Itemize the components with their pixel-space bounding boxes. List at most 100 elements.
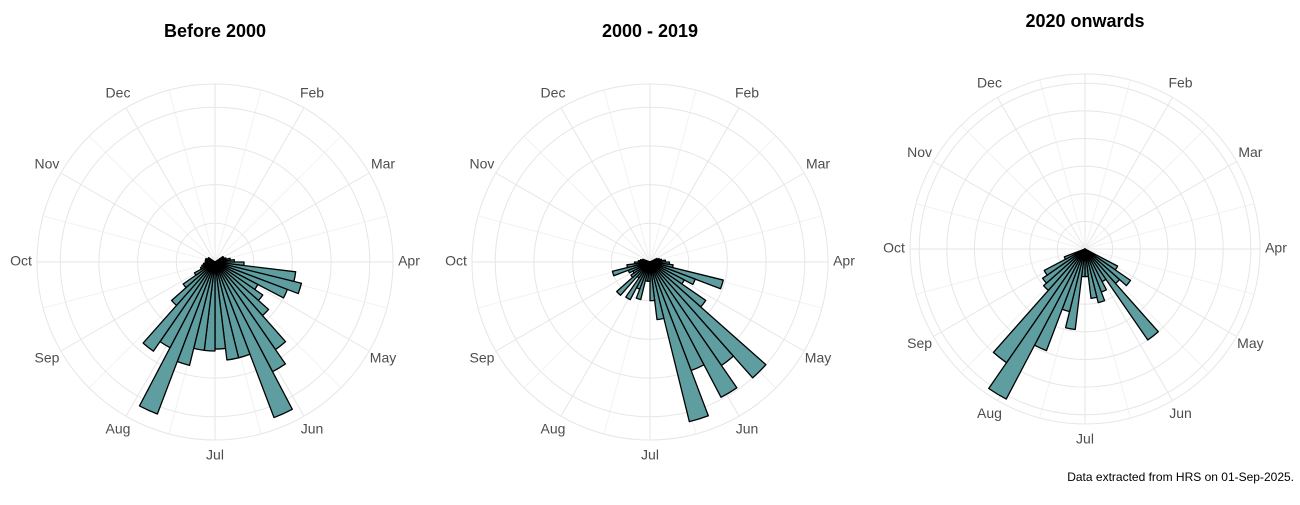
radial-grid-line xyxy=(1084,161,1237,250)
radial-grid-line xyxy=(960,124,1086,250)
month-label: May xyxy=(805,350,831,366)
bar xyxy=(988,248,1086,400)
month-label: Mar xyxy=(806,156,830,172)
month-label: Nov xyxy=(35,156,60,172)
grid-ring xyxy=(1001,165,1169,333)
radial-grid-line xyxy=(1039,79,1086,250)
grid-ring xyxy=(909,73,1261,425)
month-label: Sep xyxy=(35,350,60,366)
bar xyxy=(649,261,665,321)
radial-grid-line xyxy=(477,215,651,263)
radial-grid-line xyxy=(214,215,388,263)
month-label: Sep xyxy=(470,350,495,366)
month-label: Aug xyxy=(977,405,1002,421)
month-label: Oct xyxy=(10,253,32,269)
radial-grid-line xyxy=(88,135,216,263)
bar xyxy=(641,258,651,263)
radial-grid-line xyxy=(495,172,651,263)
bar xyxy=(1084,248,1106,304)
radial-grid-line xyxy=(649,135,777,263)
radial-grid-line xyxy=(915,248,1086,295)
bar xyxy=(992,248,1086,364)
radial-grid-line xyxy=(649,107,740,263)
bar xyxy=(649,261,709,423)
month-label: Aug xyxy=(541,421,566,437)
grid-ring xyxy=(36,83,394,441)
radial-grid-line xyxy=(60,261,216,352)
grid-ring xyxy=(918,82,1252,416)
bar xyxy=(138,261,216,415)
radial-grid-line xyxy=(649,215,823,263)
chart-title: Before 2000 xyxy=(164,21,266,41)
radial-grid-line xyxy=(997,97,1086,250)
radial-grid-line xyxy=(495,261,651,352)
grid-ring xyxy=(471,83,829,441)
radial-grid-line xyxy=(915,203,1086,250)
radial-grid-line xyxy=(60,172,216,263)
month-label: Aug xyxy=(106,421,131,437)
month-label: Feb xyxy=(300,85,324,101)
month-label: Jul xyxy=(641,447,659,463)
month-label: Mar xyxy=(371,156,395,172)
radial-grid-line xyxy=(214,89,262,263)
bar xyxy=(611,261,651,277)
month-label: May xyxy=(1237,335,1263,351)
radial-grid-line xyxy=(603,89,651,263)
month-label: Mar xyxy=(1238,144,1262,160)
month-label: Dec xyxy=(541,85,566,101)
month-label: Oct xyxy=(445,253,467,269)
month-label: Jun xyxy=(1169,405,1192,421)
grid-ring xyxy=(533,145,767,379)
radial-grid-line xyxy=(523,135,651,263)
grid-ring xyxy=(1029,193,1141,305)
month-label: Apr xyxy=(833,253,855,269)
radial-grid-line xyxy=(649,172,805,263)
month-label: Feb xyxy=(1168,74,1192,90)
radial-grid-line xyxy=(42,215,216,263)
bar xyxy=(214,261,240,361)
radial-grid-line xyxy=(214,172,370,263)
bar xyxy=(214,261,293,419)
grid-ring xyxy=(572,184,728,340)
radial-grid-line xyxy=(649,89,697,263)
radial-grid-line xyxy=(1084,203,1255,250)
month-label: Feb xyxy=(735,85,759,101)
radial-grid-line xyxy=(125,107,216,263)
grid-ring xyxy=(59,106,371,418)
bar xyxy=(626,261,651,269)
bar xyxy=(1084,248,1159,341)
month-label: Sep xyxy=(907,335,932,351)
month-label: Nov xyxy=(470,156,495,172)
bar xyxy=(142,261,216,352)
bar xyxy=(170,261,216,307)
month-label: Oct xyxy=(883,240,905,256)
month-label: Dec xyxy=(106,85,131,101)
month-label: Jul xyxy=(206,447,224,463)
radial-grid-line xyxy=(214,135,342,263)
chart-title: 2020 onwards xyxy=(1025,11,1144,31)
caption: Data extracted from HRS on 01-Sep-2025. xyxy=(1067,470,1294,484)
month-label: Jul xyxy=(1076,431,1094,447)
chart-title: 2000 - 2019 xyxy=(602,21,698,41)
bar xyxy=(649,261,656,302)
month-label: Jun xyxy=(736,421,759,437)
month-label: Dec xyxy=(977,74,1002,90)
grid-ring xyxy=(98,145,332,379)
bar xyxy=(616,261,651,296)
bar xyxy=(649,261,767,379)
grid-ring xyxy=(946,110,1224,388)
radial-grid-line xyxy=(1084,79,1131,250)
radial-grid-line xyxy=(214,107,305,263)
month-label: Nov xyxy=(907,144,932,160)
bar xyxy=(207,256,216,263)
radial-grid-line xyxy=(1084,97,1173,250)
grid-ring xyxy=(494,106,806,418)
bar xyxy=(1084,248,1098,300)
month-label: May xyxy=(370,350,396,366)
month-label: Apr xyxy=(398,253,420,269)
radial-grid-line xyxy=(933,161,1086,250)
bar xyxy=(182,261,216,289)
bar xyxy=(1063,248,1086,260)
bar xyxy=(649,261,738,398)
